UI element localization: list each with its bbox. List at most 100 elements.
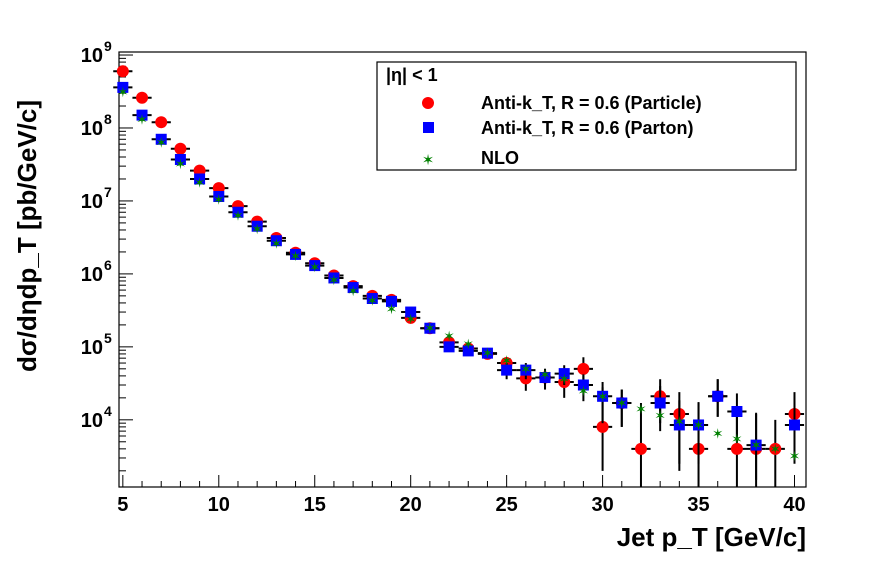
data-point-parton	[693, 419, 705, 431]
data-point-particle	[136, 91, 149, 104]
data-point-parton	[194, 173, 206, 185]
data-point-parton	[117, 81, 129, 93]
data-point-nlo: ✶	[328, 273, 340, 289]
y-tick-label: 10	[81, 45, 103, 67]
series-1	[113, 81, 805, 480]
data-point-parton	[481, 347, 493, 359]
data-point-nlo: ✶	[194, 175, 206, 191]
data-point-parton	[443, 341, 455, 353]
x-axis-title: Jet p_T [GeV/c]	[617, 522, 806, 552]
data-point-particle	[730, 442, 743, 455]
data-point-parton	[213, 191, 225, 203]
legend-label-parton: Anti-k_T, R = 0.6 (Parton)	[481, 118, 694, 138]
legend-marker-particle	[422, 97, 434, 109]
data-point-nlo: ✶	[654, 408, 666, 424]
x-tick-label: 25	[496, 494, 518, 516]
y-tick-exponent: 7	[104, 184, 112, 200]
data-point-parton	[251, 220, 263, 232]
data-point-nlo: ✶	[482, 346, 494, 362]
data-point-parton	[616, 397, 628, 409]
y-axis-title: dσ/dηdp_T [pb/GeV/c]	[12, 100, 42, 372]
data-point-nlo: ✶	[270, 237, 282, 253]
x-tick-label: 15	[304, 494, 326, 516]
data-point-nlo: ✶	[501, 354, 513, 370]
data-point-parton	[539, 372, 551, 384]
x-tick-label: 35	[687, 494, 709, 516]
legend-marker-parton	[423, 122, 434, 133]
data-point-parton	[328, 272, 340, 284]
data-point-parton	[462, 345, 474, 357]
data-point-nlo: ✶	[597, 389, 609, 405]
plot-frame	[118, 51, 807, 488]
data-point-nlo: ✶	[789, 449, 801, 465]
data-point-nlo: ✶	[290, 249, 302, 265]
data-point-nlo: ✶	[443, 329, 455, 345]
data-point-parton	[290, 248, 302, 260]
data-point-nlo: ✶	[347, 284, 359, 300]
x-tick-label: 5	[117, 494, 128, 516]
y-tick-label: 10	[81, 264, 103, 286]
data-point-nlo: ✶	[462, 337, 474, 353]
y-tick-label: 10	[81, 191, 103, 213]
data-point-nlo: ✶	[136, 113, 148, 129]
data-point-nlo: ✶	[539, 367, 551, 383]
data-point-nlo: ✶	[731, 432, 743, 448]
data-point-particle	[155, 116, 168, 129]
data-point-nlo: ✶	[309, 260, 321, 276]
legend-marker-nlo: ✶	[422, 151, 435, 169]
data-point-parton	[558, 368, 570, 380]
data-point-parton	[750, 439, 762, 451]
data-point-nlo: ✶	[366, 294, 378, 310]
data-point-nlo: ✶	[616, 396, 628, 412]
data-point-nlo: ✶	[232, 209, 244, 225]
data-point-parton	[788, 419, 800, 431]
data-point-nlo: ✶	[117, 85, 129, 101]
data-point-parton	[347, 282, 359, 294]
data-point-nlo: ✶	[769, 442, 781, 458]
data-point-nlo: ✶	[520, 362, 532, 378]
data-point-parton	[424, 322, 436, 334]
data-point-nlo: ✶	[213, 192, 225, 208]
y-tick-exponent: 6	[104, 257, 112, 273]
data-point-parton	[155, 133, 167, 145]
data-point-particle	[116, 65, 129, 78]
data-point-nlo: ✶	[155, 136, 167, 152]
legend: |η| < 1 Anti-k_T, R = 0.6 (Particle) Ant…	[376, 61, 797, 171]
y-tick-exponent: 5	[104, 330, 112, 346]
data-point-particle	[634, 442, 647, 455]
data-point-particle	[577, 362, 590, 375]
x-tick-label: 10	[208, 494, 230, 516]
data-point-parton	[520, 364, 532, 376]
data-point-parton	[366, 293, 378, 305]
legend-box	[376, 61, 797, 171]
data-point-parton	[136, 109, 148, 121]
data-point-parton	[405, 306, 417, 318]
data-point-nlo: ✶	[750, 438, 762, 454]
data-point-parton	[597, 390, 609, 402]
data-point-parton	[270, 235, 282, 247]
data-point-nlo: ✶	[424, 321, 436, 337]
y-tick-label: 10	[81, 337, 103, 359]
data-point-parton	[501, 364, 513, 376]
data-point-nlo: ✶	[175, 157, 187, 173]
data-point-parton	[731, 406, 743, 418]
data-point-parton	[232, 206, 244, 218]
series-2: ✶ ✶ ✶ ✶ ✶ ✶ ✶ ✶ ✶ ✶ ✶ ✶ ✶ ✶ ✶ ✶ ✶ ✶ ✶ ✶ ✶ ✶ ✶ ✶ ✶ ✶ ✶ ✶ ✶ ✶ ✶ ✶ ✶ ✶ ✶ ✶	[117, 85, 800, 465]
data-point-parton	[673, 419, 685, 431]
data-point-parton	[385, 295, 397, 307]
y-tick-exponent: 9	[104, 38, 112, 54]
data-point-parton	[712, 390, 724, 402]
data-point-parton	[654, 397, 666, 409]
x-tick-label: 20	[400, 494, 422, 516]
y-tick-exponent: 8	[104, 111, 112, 127]
data-point-parton	[309, 260, 321, 272]
data-point-nlo: ✶	[386, 302, 398, 318]
data-point-nlo: ✶	[693, 418, 705, 434]
data-point-nlo: ✶	[712, 426, 724, 442]
data-point-particle	[596, 420, 609, 433]
data-point-nlo: ✶	[635, 402, 647, 418]
x-tick-label: 40	[783, 494, 805, 516]
legend-label-particle: Anti-k_T, R = 0.6 (Particle)	[481, 93, 702, 113]
